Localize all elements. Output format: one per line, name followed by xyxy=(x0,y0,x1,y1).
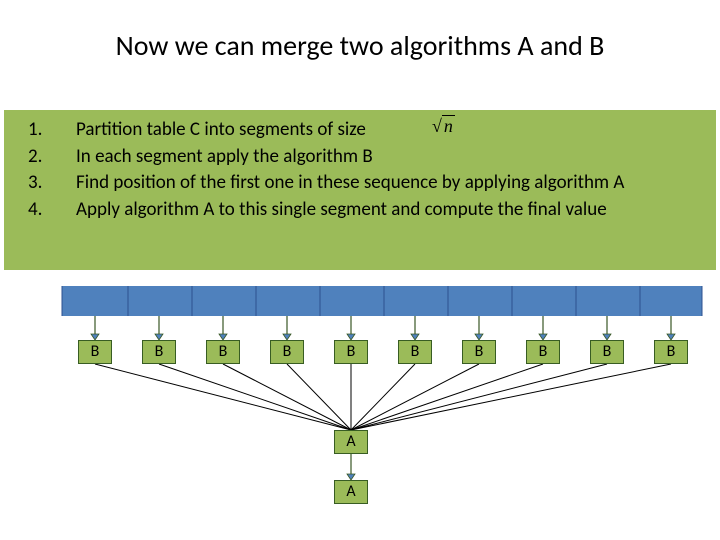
step-text: In each segment apply the algorithm B xyxy=(76,145,692,170)
b-node: B xyxy=(142,340,176,364)
b-node: B xyxy=(206,340,240,364)
table-c-bar xyxy=(62,286,702,316)
step-3: 3. Find position of the first one in the… xyxy=(28,171,692,196)
step-number: 3. xyxy=(28,171,76,196)
a-node-2: A xyxy=(334,480,368,504)
b-node: B xyxy=(78,340,112,364)
b-node: B xyxy=(590,340,624,364)
step-1: 1. Partition table C into segments of si… xyxy=(28,118,692,143)
b-node: B xyxy=(654,340,688,364)
radicand: n xyxy=(442,115,455,136)
step-text: Partition table C into segments of size xyxy=(76,118,692,143)
step-2: 2. In each segment apply the algorithm B xyxy=(28,145,692,170)
connector-lines xyxy=(0,0,720,540)
slide-title: Now we can merge two algorithms A and B xyxy=(0,28,720,63)
a-node-1: A xyxy=(334,430,368,454)
radical-sign: √ xyxy=(432,116,442,136)
b-node: B xyxy=(398,340,432,364)
sqrt-n-formula: √n xyxy=(432,116,455,137)
b-node: B xyxy=(526,340,560,364)
b-node: B xyxy=(270,340,304,364)
b-node: B xyxy=(462,340,496,364)
step-number: 2. xyxy=(28,145,76,170)
b-node: B xyxy=(334,340,368,364)
step-4: 4. Apply algorithm A to this single segm… xyxy=(28,198,692,223)
step-text: Find position of the first one in these … xyxy=(76,171,692,196)
step-text: Apply algorithm A to this single segment… xyxy=(76,198,692,223)
step-number: 4. xyxy=(28,198,76,223)
algorithm-steps: 1. Partition table C into segments of si… xyxy=(28,118,692,225)
step-number: 1. xyxy=(28,118,76,143)
